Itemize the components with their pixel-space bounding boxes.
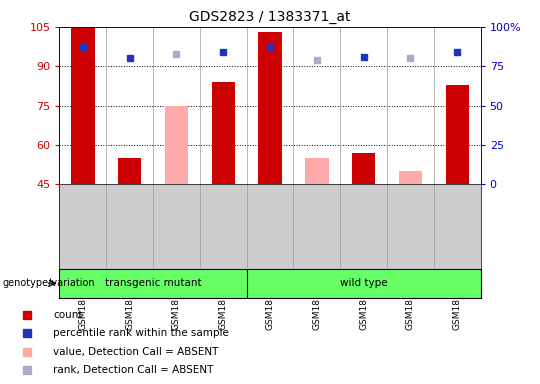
Bar — [446, 84, 469, 184]
Bar — [352, 153, 375, 184]
Bar — [258, 32, 282, 184]
Text: count: count — [53, 310, 83, 320]
Bar — [118, 158, 141, 184]
Text: genotype/variation: genotype/variation — [3, 278, 96, 288]
Text: rank, Detection Call = ABSENT: rank, Detection Call = ABSENT — [53, 366, 213, 376]
Text: transgenic mutant: transgenic mutant — [105, 278, 201, 288]
Title: GDS2823 / 1383371_at: GDS2823 / 1383371_at — [189, 10, 351, 25]
Bar — [212, 82, 235, 184]
Text: wild type: wild type — [340, 278, 387, 288]
Bar — [71, 27, 94, 184]
Text: percentile rank within the sample: percentile rank within the sample — [53, 328, 229, 338]
Bar — [399, 171, 422, 184]
Bar — [305, 158, 328, 184]
Bar — [165, 106, 188, 184]
Text: value, Detection Call = ABSENT: value, Detection Call = ABSENT — [53, 347, 218, 357]
